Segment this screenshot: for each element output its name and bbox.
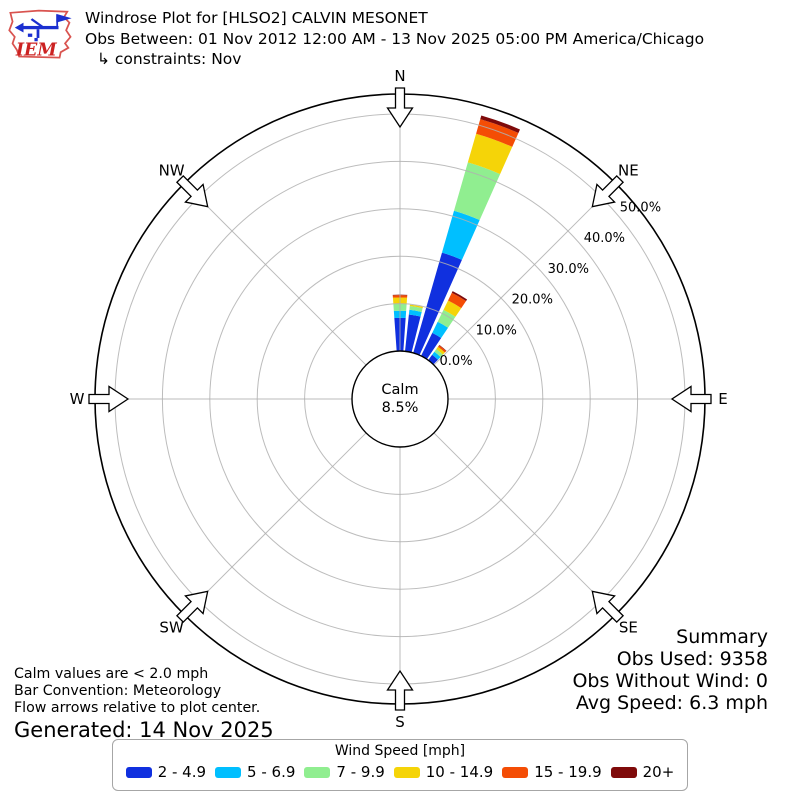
calm-label: Calm — [381, 382, 418, 398]
speed-bin-swatch — [304, 766, 331, 778]
summary-title: Summary — [676, 626, 768, 648]
legend-entry: 10 - 14.9 — [393, 763, 494, 781]
flow-arrow-icon — [175, 174, 209, 208]
compass-label: E — [718, 390, 727, 408]
summary-block: Summary Obs Used: 9358 Obs Without Wind:… — [572, 626, 768, 714]
petal-segment — [434, 349, 443, 357]
speed-bin-label: 5 - 6.9 — [247, 763, 296, 781]
flow-arrow-icon — [670, 385, 712, 413]
calm-label: 8.5% — [382, 400, 419, 416]
radial-tick-label: 10.0% — [476, 323, 517, 338]
radial-tick-label: 50.0% — [620, 200, 661, 215]
constraints-subtitle: ↳ constraints: Nov — [97, 50, 242, 68]
iem-logo: IEM — [8, 9, 72, 60]
speed-bin-swatch — [125, 766, 152, 778]
grid-spoke — [433, 182, 617, 366]
summary-obs-without-wind: Obs Without Wind: 0 — [572, 670, 768, 692]
petal-segment — [437, 309, 456, 328]
petal-segment — [432, 321, 449, 338]
petal-segment — [448, 292, 467, 309]
flow-arrow-icon — [386, 669, 414, 711]
radial-tick-label: 20.0% — [512, 293, 553, 308]
radial-tick-label: 0.0% — [440, 354, 473, 369]
speed-bin-swatch — [610, 766, 637, 778]
logo-iem-text: IEM — [15, 40, 58, 60]
compass-label: W — [70, 390, 85, 408]
flow-arrow-icon — [591, 174, 625, 208]
radial-tick-label: 30.0% — [548, 262, 589, 277]
flow-arrows-note: Flow arrows relative to plot center. — [14, 699, 261, 716]
flow-arrow-icon — [175, 590, 209, 624]
flow-arrow-icon — [591, 590, 625, 624]
speed-bin-swatch — [393, 766, 420, 778]
legend-entry: 7 - 9.9 — [304, 763, 385, 781]
petal-segment — [443, 300, 462, 317]
speed-bin-swatch — [215, 766, 242, 778]
grid-spoke — [433, 432, 617, 616]
legend-entries: 2 - 4.9 5 - 6.9 7 - 9.9 10 - 14.9 15 - 1… — [113, 763, 687, 781]
legend-entry: 20+ — [610, 763, 675, 781]
petal-segment — [476, 119, 519, 147]
petal-segment — [467, 133, 513, 175]
page-title: Windrose Plot for [HLSO2] CALVIN MESONET — [85, 9, 428, 27]
speed-bin-label: 2 - 4.9 — [157, 763, 207, 781]
petal-segment — [453, 162, 501, 221]
obs-range-subtitle: Obs Between: 01 Nov 2012 12:00 AM - 13 N… — [85, 29, 705, 48]
petal-segment — [436, 346, 445, 355]
footnotes-block: Calm values are < 2.0 mph Bar Convention… — [14, 666, 274, 743]
wind-speed-legend: Wind Speed [mph] 2 - 4.9 5 - 6.9 7 - 9.9… — [112, 739, 688, 791]
bar-convention-note: Bar Convention: Meteorology — [14, 682, 222, 699]
calm-circle — [351, 350, 449, 448]
weathervane-icon — [14, 13, 72, 42]
petal-segment — [480, 115, 520, 134]
compass-label: SW — [159, 618, 184, 636]
petal-segment — [451, 291, 468, 302]
petal-segment — [437, 345, 447, 353]
petal-segment — [409, 304, 423, 309]
legend-entry: 2 - 4.9 — [125, 763, 207, 781]
summary-avg-speed: Avg Speed: 6.3 mph — [575, 692, 768, 714]
petal-segment — [439, 344, 447, 352]
generated-date: Generated: 14 Nov 2025 — [14, 718, 274, 743]
petal-segment — [421, 332, 442, 360]
grid-spoke — [183, 432, 367, 616]
summary-obs-used: Obs Used: 9358 — [616, 648, 768, 670]
compass-label: NW — [159, 162, 185, 180]
compass-label: NE — [618, 162, 639, 180]
petal-segment — [408, 309, 422, 317]
speed-bin-label: 15 - 19.9 — [534, 763, 602, 781]
legend-title: Wind Speed [mph] — [334, 743, 466, 759]
speed-bin-label: 7 - 9.9 — [336, 763, 385, 781]
petal-segment — [441, 210, 480, 260]
legend-entry: 5 - 6.9 — [215, 763, 295, 781]
petal-segment — [413, 252, 462, 356]
compass-label: SE — [619, 618, 638, 636]
speed-bin-label: 10 - 14.9 — [425, 763, 494, 781]
calm-note: Calm values are < 2.0 mph — [14, 666, 209, 682]
petal-segment — [432, 351, 441, 360]
petal-segment — [405, 314, 421, 353]
petal-segment — [409, 306, 423, 312]
legend-entry: 15 - 19.9 — [502, 763, 602, 781]
radial-tick-label: 40.0% — [584, 231, 625, 246]
compass-label: S — [395, 713, 405, 731]
header-block: Windrose Plot for [HLSO2] CALVIN MESONET… — [85, 8, 704, 70]
flow-arrow-icon — [88, 385, 130, 413]
speed-bin-swatch — [502, 766, 529, 778]
speed-bin-label: 20+ — [642, 763, 675, 781]
compass-label: N — [394, 67, 405, 85]
grid-spoke — [183, 182, 367, 366]
flow-arrow-icon — [386, 87, 414, 129]
